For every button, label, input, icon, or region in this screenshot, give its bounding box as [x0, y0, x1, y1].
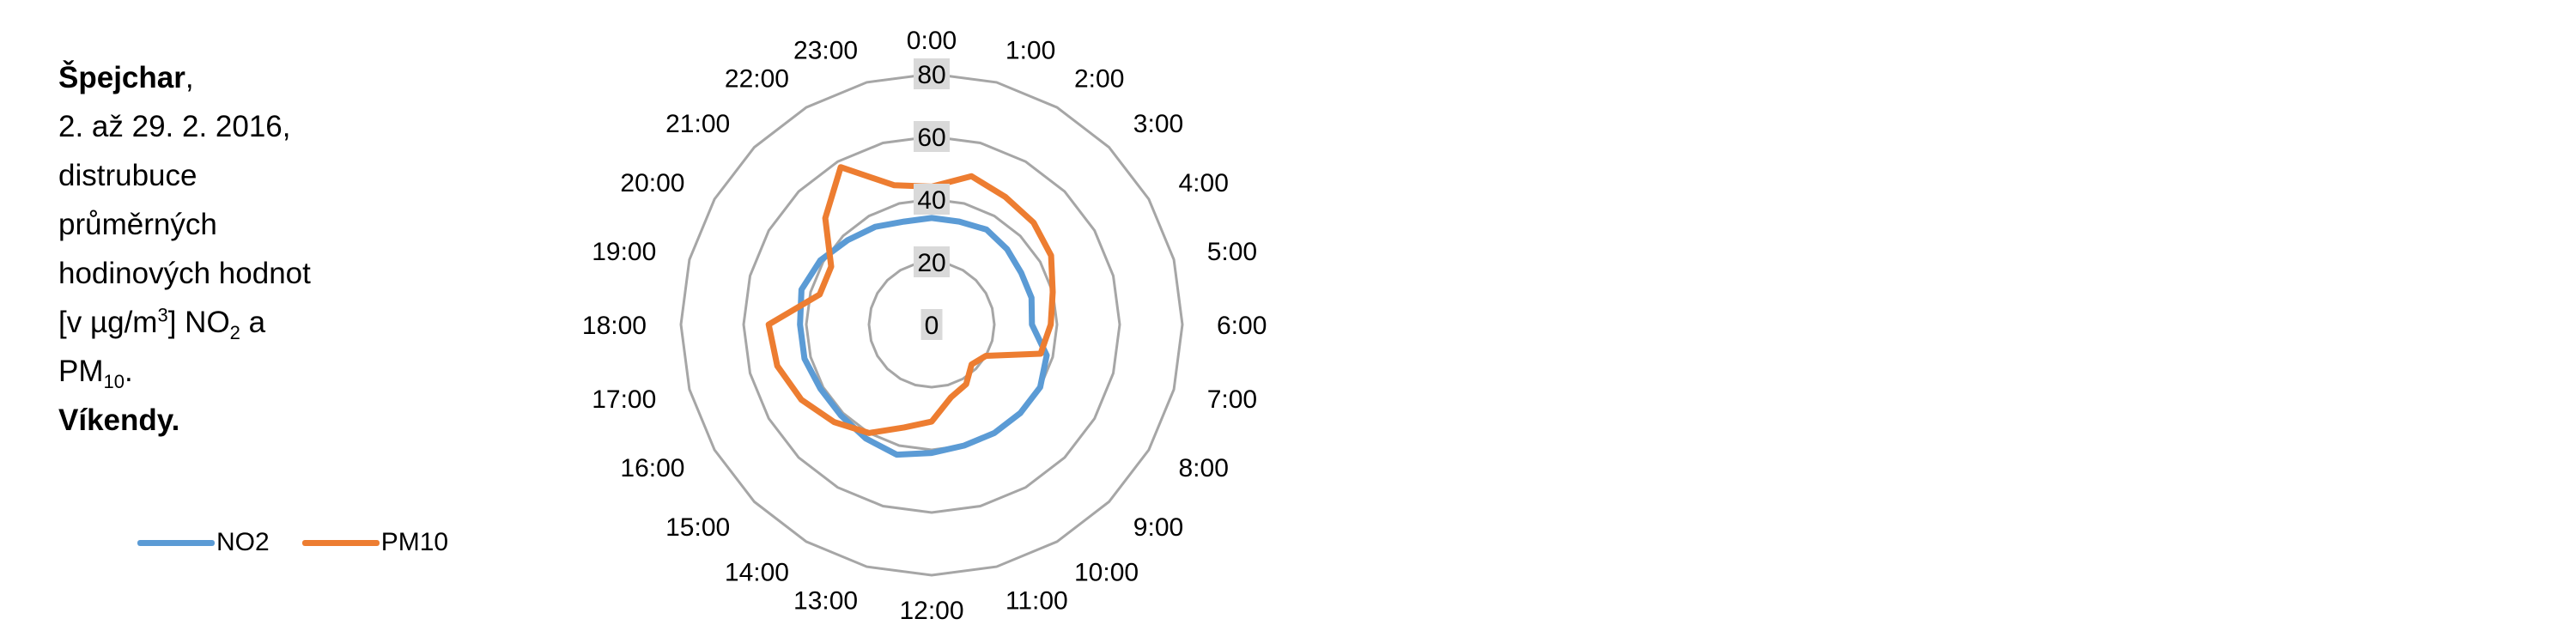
legend-label-no2: NO2 — [216, 528, 270, 556]
category-label-21-00: 21:00 — [665, 110, 730, 138]
caption-units: [v µg/m3] NO2 a — [58, 304, 266, 343]
tick-label-bg-20 — [914, 246, 950, 277]
grid-ring-80 — [679, 72, 1184, 577]
category-label-19-00: 19:00 — [592, 238, 656, 266]
caption-period: 2. až 29. 2. 2016, — [58, 110, 291, 143]
category-label-23-00: 23:00 — [793, 36, 858, 64]
tick-label-bg-80 — [914, 58, 950, 89]
category-label-15-00: 15:00 — [665, 513, 730, 542]
category-label-18-00: 18:00 — [582, 312, 647, 340]
category-label-1-00: 1:00 — [1005, 36, 1055, 64]
caption-line-3: hodinových hodnot — [58, 257, 311, 290]
category-label-3-00: 3:00 — [1133, 110, 1183, 138]
category-label-11-00: 11:00 — [1005, 587, 1068, 616]
tick-label-bg-0 — [920, 309, 943, 340]
category-label-0-00: 0:00 — [907, 27, 957, 55]
series-line-pm10 — [765, 164, 1056, 436]
category-label-22-00: 22:00 — [725, 65, 789, 94]
category-label-8-00: 8:00 — [1179, 454, 1229, 482]
caption-line-1: distrubuce — [58, 159, 197, 192]
caption-station-suffix: , — [185, 61, 194, 94]
category-label-6-00: 6:00 — [1217, 312, 1267, 340]
category-label-12-00: 12:00 — [899, 597, 963, 625]
chart-legend: NO2 PM10 — [137, 528, 481, 557]
category-label-14-00: 14:00 — [725, 559, 789, 587]
legend-label-pm10: PM10 — [380, 528, 449, 556]
tick-label-40: 40 — [917, 186, 945, 215]
chart-caption: Špejchar, 2. až 29. 2. 2016, distrubuce … — [58, 53, 419, 445]
tick-label-bg-40 — [914, 184, 950, 215]
tick-label-0: 0 — [925, 312, 939, 340]
category-label-4-00: 4:00 — [1179, 169, 1229, 197]
tick-label-20: 20 — [917, 249, 945, 277]
legend-swatch-no2 — [137, 539, 215, 546]
tick-label-80: 80 — [917, 61, 945, 89]
category-label-13-00: 13:00 — [793, 587, 858, 616]
grid-ring-20 — [867, 260, 996, 389]
series-line-no2 — [797, 215, 1050, 458]
category-label-17-00: 17:00 — [592, 385, 656, 414]
grid-ring-60 — [742, 135, 1121, 514]
caption-station: Špejchar — [58, 61, 185, 94]
tick-label-60: 60 — [917, 124, 945, 152]
category-label-20-00: 20:00 — [620, 169, 684, 197]
category-label-2-00: 2:00 — [1074, 65, 1124, 94]
caption-pm: PM10. — [58, 355, 133, 392]
caption-line-2: průměrných — [58, 208, 217, 241]
legend-item-pm10: PM10 — [301, 528, 449, 557]
legend-item-no2: NO2 — [137, 528, 270, 557]
category-label-10-00: 10:00 — [1074, 559, 1139, 587]
category-label-16-00: 16:00 — [620, 454, 684, 482]
category-label-7-00: 7:00 — [1207, 385, 1257, 414]
caption-days: Víkendy. — [58, 403, 180, 437]
tick-label-bg-60 — [914, 121, 950, 152]
category-label-9-00: 9:00 — [1133, 513, 1183, 542]
category-label-5-00: 5:00 — [1207, 238, 1257, 266]
legend-swatch-pm10 — [301, 539, 380, 546]
